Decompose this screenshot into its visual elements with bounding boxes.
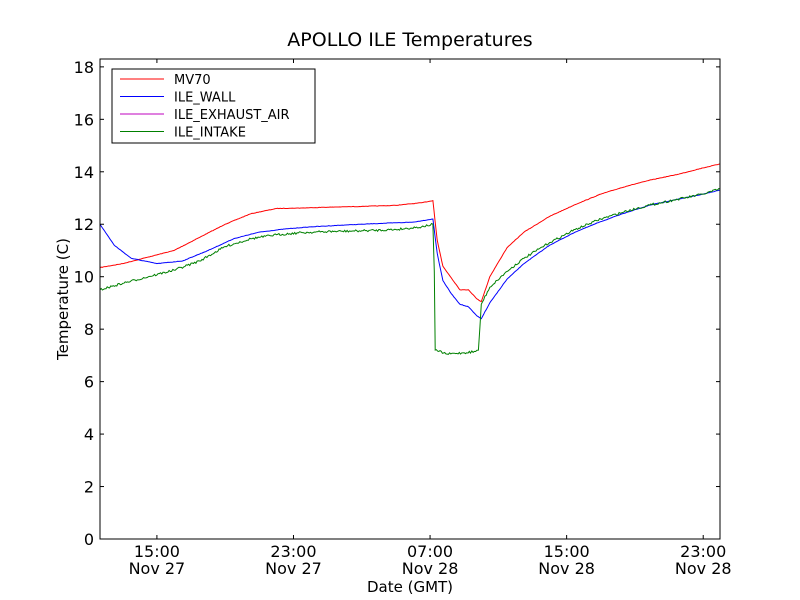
y-tick-label: 16: [74, 110, 94, 129]
y-axis-label: Temperature (C): [54, 238, 72, 361]
y-tick-label: 12: [74, 215, 94, 234]
x-tick-label: 07:00: [407, 542, 453, 561]
y-tick-label: 4: [84, 425, 94, 444]
y-tick-label: 6: [84, 373, 94, 392]
y-tick-label: 8: [84, 320, 94, 339]
y-tick-label: 18: [74, 58, 94, 77]
series-line-ile-wall: [99, 189, 721, 320]
legend-label: ILE_WALL: [174, 91, 236, 106]
legend: MV70 ILE_WALL ILE_EXHAUST_AIR ILE_INTAKE: [111, 68, 316, 144]
x-tick-label: Nov 28: [402, 559, 459, 578]
x-tick-label: 23:00: [680, 542, 726, 561]
legend-label: ILE_EXHAUST_AIR: [174, 108, 290, 123]
plot-frame: [99, 58, 721, 540]
x-tick-label: 15:00: [544, 542, 590, 561]
chart-title: APOLLO ILE Temperatures: [287, 29, 532, 51]
x-axis-label: Date (GMT): [367, 578, 453, 596]
y-tick-label: 2: [84, 478, 94, 497]
x-tick-label: Nov 27: [265, 559, 322, 578]
x-tick-label: 23:00: [270, 542, 316, 561]
x-tick-label: Nov 27: [129, 559, 186, 578]
y-tick-label: 14: [74, 163, 94, 182]
legend-box: [111, 68, 316, 144]
legend-label: MV70: [174, 73, 211, 88]
y-tick-label: 10: [74, 268, 94, 287]
legend-label: ILE_INTAKE: [174, 126, 246, 141]
y-tick-label: 0: [84, 530, 94, 549]
x-tick-label: 15:00: [134, 542, 180, 561]
series-layer: [99, 163, 721, 355]
series-line-mv70: [99, 163, 721, 303]
x-tick-label: Nov 28: [675, 559, 732, 578]
x-tick-label: Nov 28: [538, 559, 595, 578]
series-line-ile-intake: [99, 187, 721, 355]
